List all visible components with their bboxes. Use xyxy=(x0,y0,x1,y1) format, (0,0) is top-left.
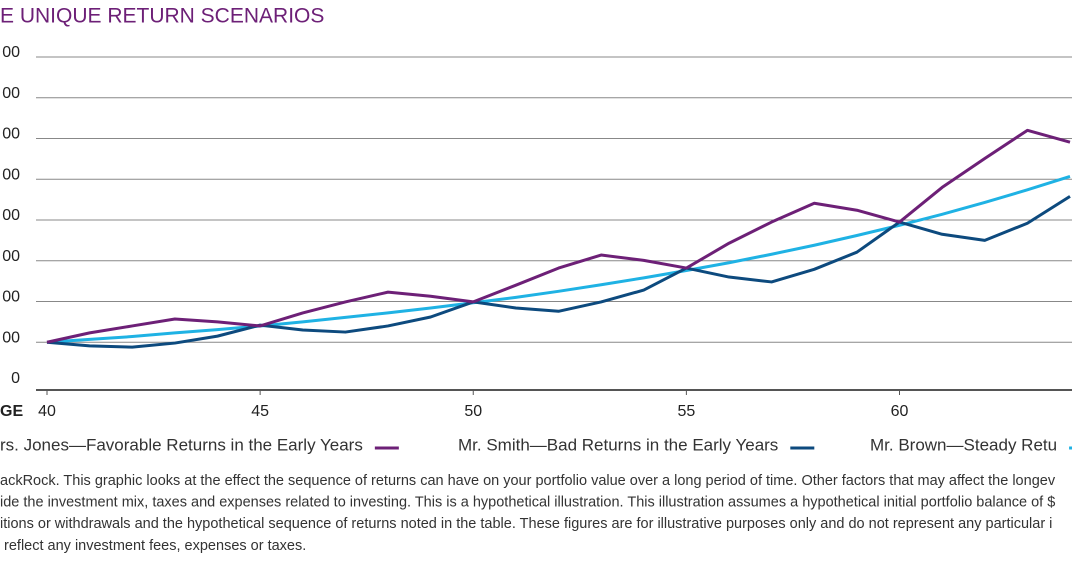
x-axis-label: GE xyxy=(0,403,23,420)
x-tick-label: 60 xyxy=(891,403,909,420)
y-tick-label: 00 xyxy=(2,44,20,61)
footnote-line: itions or withdrawals and the hypothetic… xyxy=(0,516,1052,532)
footnote-line: ide the investment mix, taxes and expens… xyxy=(0,495,1055,511)
x-tick-label: 45 xyxy=(251,403,269,420)
y-tick-label: 00 xyxy=(2,126,20,143)
y-tick-label: 00 xyxy=(2,85,20,102)
chart-title: E UNIQUE RETURN SCENARIOS xyxy=(0,5,324,28)
legend-label: Mr. Smith—Bad Returns in the Early Years xyxy=(458,435,778,454)
x-tick-label: 50 xyxy=(464,403,482,420)
series-line xyxy=(46,195,1071,349)
y-tick-label: 00 xyxy=(2,289,20,306)
legend-label: Mr. Brown—Steady Retu xyxy=(870,435,1057,454)
legend-label: rs. Jones—Favorable Returns in the Early… xyxy=(0,435,363,454)
y-tick-label: 00 xyxy=(2,329,20,346)
x-tick-label: 55 xyxy=(677,403,695,420)
x-tick-label: 40 xyxy=(38,403,56,420)
footnote-line: ackRock. This graphic looks at the effec… xyxy=(0,473,1056,489)
y-tick-label: 00 xyxy=(2,207,20,224)
series-line xyxy=(46,128,1071,344)
y-tick-label: 0 xyxy=(11,370,20,387)
footnote-line: reflect any investment fees, expenses or… xyxy=(0,538,306,554)
y-tick-label: 00 xyxy=(2,248,20,265)
y-tick-label: 00 xyxy=(2,166,20,183)
series-line xyxy=(46,174,1071,344)
